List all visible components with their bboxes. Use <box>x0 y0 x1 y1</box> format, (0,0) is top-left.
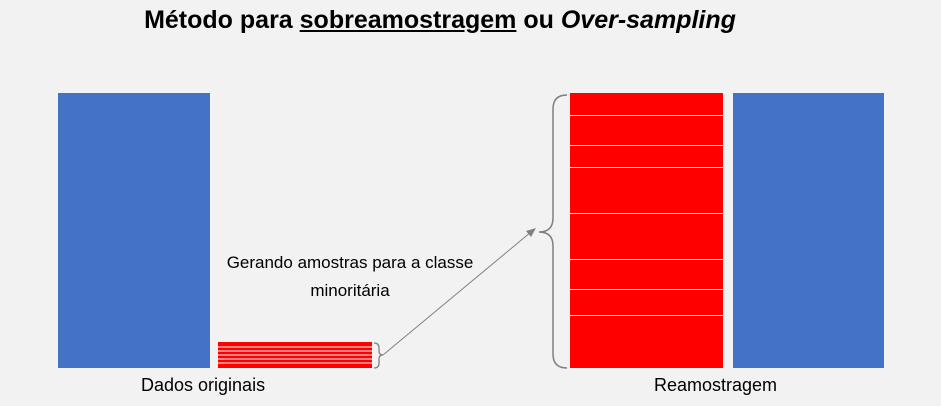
resampled-label: Reamostragem <box>654 375 778 395</box>
title-part3: ou <box>516 6 561 34</box>
original-majority-block <box>58 93 210 368</box>
title-underlined-term: sobreamostragem <box>299 6 517 34</box>
arrow-connector <box>382 228 536 356</box>
resampled-majority-block <box>733 93 884 368</box>
diagram-title: Método para sobreamostragem ou Over-samp… <box>0 6 880 35</box>
title-italic-term: Over-sampling <box>560 6 736 34</box>
large-brace <box>538 94 568 369</box>
original-minority-block <box>218 342 372 368</box>
title-part1: Método para <box>144 6 300 34</box>
small-brace <box>373 342 384 369</box>
original-data-label: Dados originais <box>141 375 266 395</box>
generating-samples-label: Gerando amostras para a classe minoritár… <box>226 253 474 300</box>
resampled-minority-block <box>570 93 723 368</box>
